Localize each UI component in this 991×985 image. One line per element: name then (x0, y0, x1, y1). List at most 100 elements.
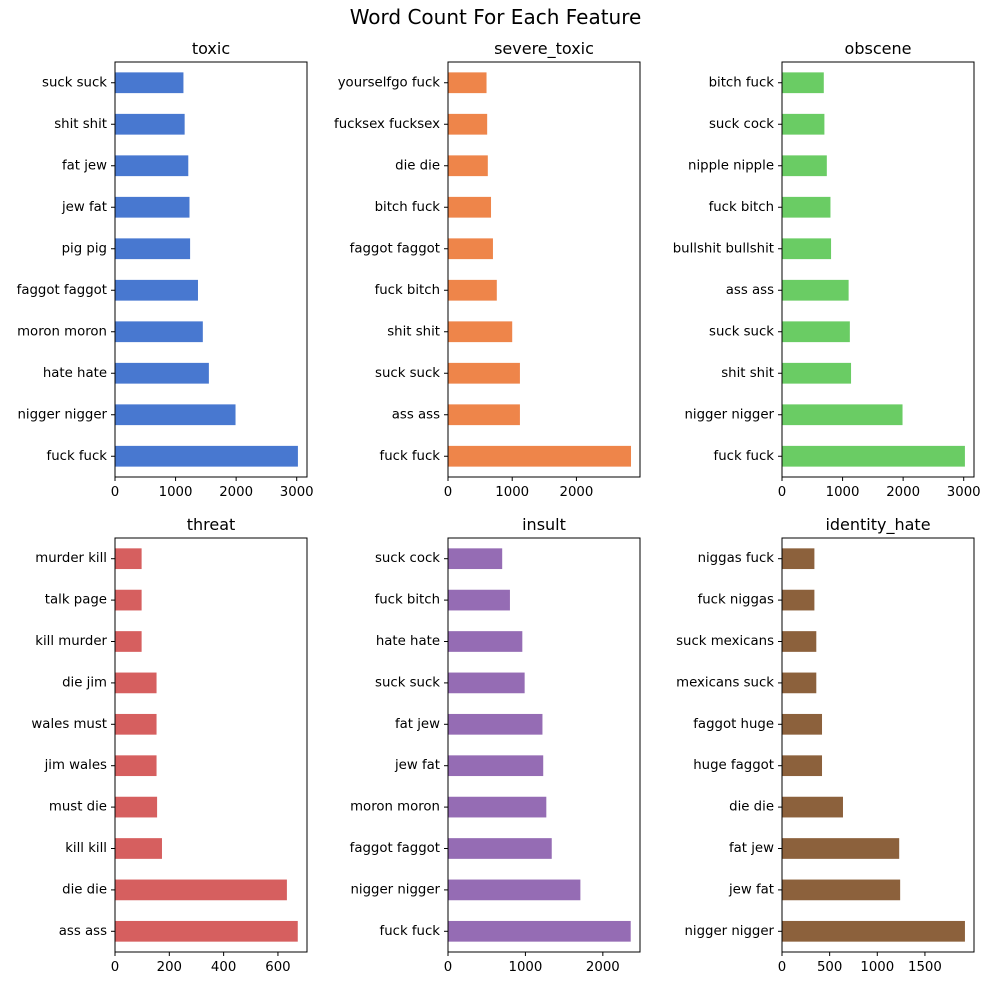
y-tick-label: faggot faggot (17, 283, 107, 298)
bar (782, 838, 900, 859)
axes-frame (114, 61, 308, 478)
y-tick-label: jim wales (44, 758, 107, 773)
x-tick-label: 2000 (560, 485, 594, 500)
figure-title: Word Count For Each Feature (349, 5, 642, 29)
y-tick-label: huge faggot (693, 758, 774, 773)
y-tick-label: jew fat (61, 200, 107, 215)
y-tick-label: fat jew (729, 841, 774, 856)
y-tick-label: fuck fuck (380, 924, 441, 939)
y-tick-label: shit shit (387, 324, 440, 339)
bar (448, 321, 513, 343)
bar (448, 920, 631, 942)
bar (115, 72, 184, 94)
y-tick-label: bitch fuck (375, 200, 441, 215)
y-tick-label: shit shit (54, 117, 107, 132)
y-tick-label: fuck niggas (698, 593, 774, 608)
x-tick-label: 2000 (886, 485, 920, 500)
y-tick-label: fuck fuck (714, 449, 775, 464)
subplot-insult: fuck fuck nigger nigger faggot faggot moron… (350, 515, 641, 975)
bar (782, 920, 965, 942)
x-tick-label: 0 (444, 960, 452, 975)
y-tick-label: fuck fuck (47, 449, 108, 464)
subplot-title: insult (522, 515, 566, 534)
bar (115, 113, 185, 135)
y-tick-label: faggot faggot (350, 841, 440, 856)
y-tick-label: ass ass (392, 407, 440, 422)
y-tick-label: talk page (45, 593, 107, 608)
bar (782, 589, 815, 611)
x-tick-label: 1000 (495, 485, 529, 500)
y-tick-label: kill kill (65, 841, 107, 856)
y-tick-label: jew fat (728, 882, 774, 897)
x-tick-label: 200 (157, 960, 182, 975)
bar (782, 796, 843, 818)
subplot-toxic: fuck fuck nigger nigger hate hate moron mor… (17, 39, 314, 500)
bar (782, 362, 852, 384)
y-tick-label: nigger nigger (17, 407, 107, 422)
bar (115, 238, 191, 260)
y-tick-label: kill murder (35, 634, 107, 649)
bar (115, 279, 198, 301)
bar (448, 404, 520, 426)
x-tick-label: 0 (778, 485, 786, 500)
x-tick-label: 600 (265, 960, 290, 975)
y-tick-label: suck cock (375, 551, 440, 566)
y-tick-label: yourselfgo fuck (338, 75, 441, 90)
bar (782, 321, 850, 343)
y-tick-label: must die (49, 800, 107, 815)
bar (115, 362, 209, 384)
y-tick-label: suck mexicans (676, 634, 774, 649)
y-tick-label: fucksex fucksex (334, 117, 440, 132)
x-tick-label: 3000 (280, 485, 314, 500)
y-tick-label: bullshit bullshit (673, 241, 774, 256)
bar (448, 631, 523, 652)
axes-frame (447, 61, 641, 478)
y-tick-label: mexicans suck (676, 675, 774, 690)
subplot-severe-toxic: fuck fuck ass ass suck suck shit shit fuck b… (334, 39, 641, 500)
bar (115, 755, 157, 777)
y-tick-label: suck suck (42, 75, 107, 90)
bar (115, 838, 162, 859)
bar (782, 72, 824, 94)
y-tick-label: hate hate (43, 366, 107, 381)
y-tick-label: fuck fuck (380, 449, 441, 464)
y-tick-label: suck cock (709, 117, 774, 132)
bar (115, 631, 142, 652)
subplot-title: obscene (845, 39, 912, 58)
y-tick-label: jew fat (394, 758, 440, 773)
subplot-title: identity_hate (825, 515, 930, 535)
bar (782, 672, 817, 694)
bar (448, 672, 525, 694)
subplot-identity-hate: nigger nigger jew fat fat jew die die huge f… (676, 515, 975, 975)
y-tick-label: moron moron (17, 324, 107, 339)
bar (448, 196, 492, 218)
x-tick-label: 1000 (826, 485, 860, 500)
bar (448, 755, 544, 777)
x-tick-label: 1000 (159, 485, 193, 500)
y-tick-label: fuck bitch (709, 200, 774, 215)
y-tick-label: faggot huge (693, 717, 774, 732)
bar (448, 796, 547, 818)
bar (115, 196, 190, 218)
bar (782, 548, 815, 570)
bar (115, 672, 157, 694)
x-tick-label: 1000 (508, 960, 542, 975)
y-tick-label: suck suck (375, 675, 440, 690)
subplot-title: toxic (192, 39, 230, 58)
bar (448, 445, 632, 467)
y-tick-label: shit shit (721, 366, 774, 381)
y-tick-label: ass ass (726, 283, 774, 298)
bar (115, 920, 298, 942)
y-tick-label: bitch fuck (709, 75, 775, 90)
x-tick-label: 0 (111, 485, 119, 500)
x-tick-label: 400 (211, 960, 236, 975)
bar (115, 589, 142, 611)
bar (115, 879, 287, 901)
bar (782, 196, 831, 218)
y-tick-label: nigger nigger (350, 882, 440, 897)
bar (448, 113, 488, 135)
y-tick-label: faggot faggot (350, 241, 440, 256)
bar (115, 713, 157, 735)
subplot-title: threat (187, 515, 236, 534)
